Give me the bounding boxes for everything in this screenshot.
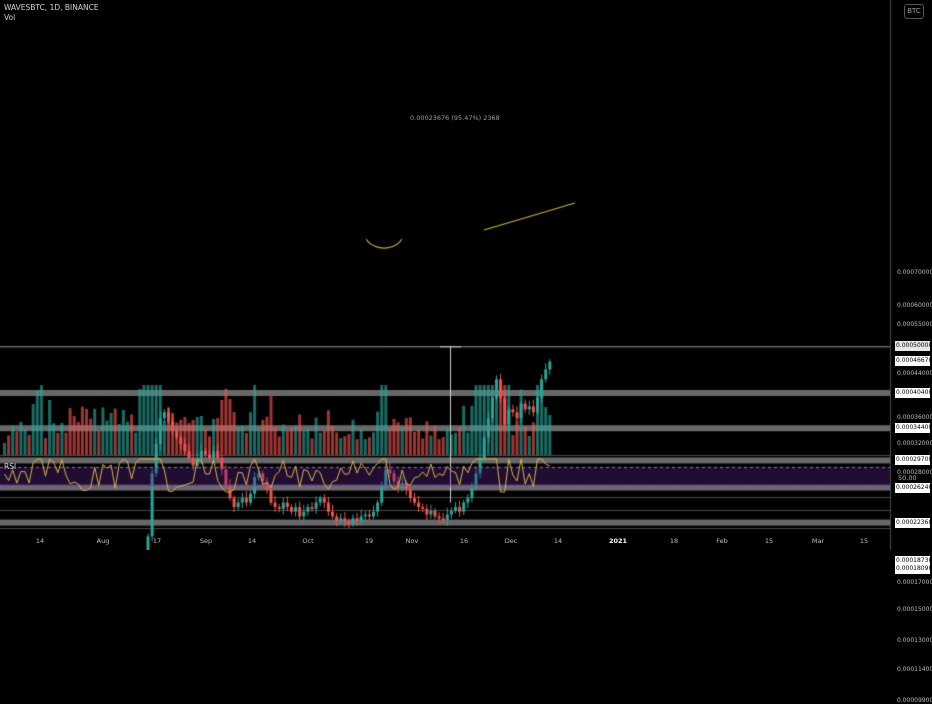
price-tick-label: 0.00017000 [897,578,932,586]
time-tick-label: 18 [669,537,679,545]
price-tick-label: 0.00044000 [897,370,932,378]
time-tick-label: 17 [152,537,162,545]
time-tick-label: 14 [35,537,45,545]
price-level-tag: 0.00050000 [895,341,932,352]
time-tick-label: 2021 [608,537,628,545]
time-tick-label: Feb [716,537,728,545]
rsi-axis-label: 50.00 [898,474,917,482]
price-tick-label: 0.00011400 [897,666,932,674]
time-tick-label: Dec [504,537,518,545]
price-tick-label: 0.00055000 [897,321,932,329]
measure-readout: 0.00023676 (95.47%) 2368 [410,114,500,122]
price-tick-label: 0.00028000 [897,469,932,477]
time-tick-label: 19 [364,537,374,545]
price-tick-label: 0.00070000 [897,268,932,276]
time-tick-label: Aug [96,537,110,545]
time-tick-label: Oct [302,537,314,545]
time-tick-label: Mar [811,537,825,545]
time-tick-label: 15 [764,537,774,545]
symbol-title: WAVESBTC, 1D, BINANCE [4,3,99,12]
price-tick-label: 0.00013000 [897,637,932,645]
time-tick-label: Nov [405,537,419,545]
price-tick-label: 0.00036000 [897,414,932,422]
time-tick-label: Sep [199,537,213,545]
price-level-tag: 0.00018090 [895,564,932,575]
price-tick-label: 0.00032000 [897,440,932,448]
price-level-tag: 0.00026240 [895,482,932,493]
price-chart-canvas[interactable] [0,0,932,550]
time-tick-label: 16 [459,537,469,545]
currency-badge[interactable]: BTC [904,4,924,19]
time-tick-label: 14 [247,537,257,545]
price-level-tag: 0.00040400 [895,388,932,398]
rsi-label: RSI [4,462,17,471]
time-tick-label: 15 [859,537,869,545]
price-level-tag: 0.00022360 [895,517,932,528]
price-tick-label: 0.00009900 [897,697,932,704]
price-level-tag: 0.00034400 [895,423,932,434]
price-level-tag: 0.00046670 [895,356,932,367]
time-tick-label: 14 [553,537,563,545]
price-level-tag: 0.00029700 [895,455,932,466]
volume-label: Vol [4,13,16,22]
price-tick-label: 0.00015000 [897,606,932,614]
price-tick-label: 0.00060000 [897,302,932,310]
